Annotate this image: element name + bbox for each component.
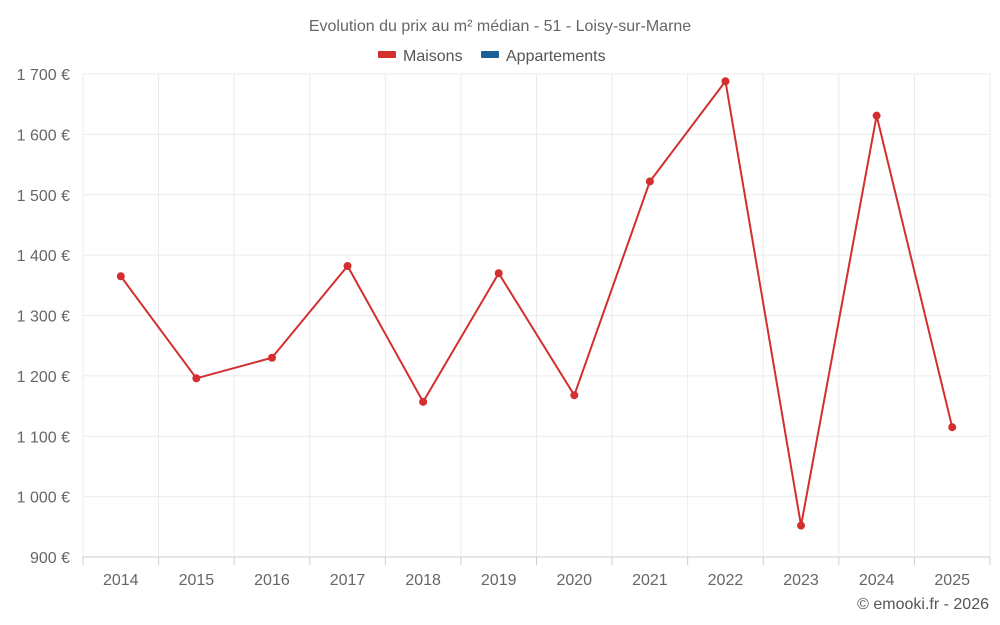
data-point[interactable] — [872, 111, 881, 120]
data-point[interactable] — [948, 423, 957, 432]
data-point[interactable] — [570, 391, 579, 400]
x-tick-label: 2016 — [254, 572, 290, 589]
legend: Maisons Appartements — [378, 48, 606, 65]
legend-swatch-appartements — [481, 51, 499, 58]
x-tick-label: 2018 — [405, 572, 441, 589]
y-tick-label: 1 400 € — [17, 248, 70, 265]
chart-title: Evolution du prix au m² médian - 51 - Lo… — [309, 18, 691, 35]
x-tick-label: 2023 — [783, 572, 819, 589]
data-point[interactable] — [116, 272, 125, 281]
data-point[interactable] — [797, 521, 806, 530]
y-tick-label: 1 500 € — [17, 188, 70, 205]
data-point[interactable] — [192, 374, 201, 383]
y-tick-label: 1 700 € — [17, 67, 70, 84]
legend-label-appartements: Appartements — [506, 48, 606, 65]
x-tick-label: 2024 — [859, 572, 895, 589]
x-tick-label: 2021 — [632, 572, 668, 589]
y-tick-label: 1 000 € — [17, 490, 70, 507]
grid — [82, 73, 991, 558]
x-tick-label: 2015 — [179, 572, 215, 589]
data-point[interactable] — [267, 353, 276, 362]
y-tick-label: 1 300 € — [17, 309, 70, 326]
y-axis: 900 € 1 000 € 1 100 € 1 200 € 1 300 € 1 400 €… — [17, 67, 70, 567]
y-tick-label: 1 100 € — [17, 429, 70, 446]
x-tick-label: 2017 — [330, 572, 366, 589]
y-tick-label: 900 € — [30, 550, 70, 567]
series-line — [119, 80, 954, 527]
credit-text: © emooki.fr - 2026 — [857, 596, 989, 613]
legend-item-maisons[interactable]: Maisons — [378, 48, 463, 65]
x-tick-label: 2014 — [103, 572, 139, 589]
series-maisons — [116, 77, 957, 530]
data-point[interactable] — [343, 261, 352, 270]
x-axis: 2014 2015 2016 2017 2018 2019 2020 2021 2022 2023… — [82, 557, 991, 589]
data-point[interactable] — [494, 269, 503, 278]
legend-label-maisons: Maisons — [403, 48, 463, 65]
data-point[interactable] — [645, 177, 654, 186]
x-tick-label: 2020 — [556, 572, 592, 589]
legend-swatch-maisons — [378, 51, 396, 58]
y-tick-label: 1 600 € — [17, 127, 70, 144]
legend-item-appartements[interactable]: Appartements — [481, 48, 606, 65]
x-tick-label: 2022 — [708, 572, 744, 589]
data-point[interactable] — [721, 77, 730, 86]
x-tick-label: 2025 — [934, 572, 970, 589]
x-tick-label: 2019 — [481, 572, 517, 589]
data-point[interactable] — [419, 397, 428, 406]
y-tick-label: 1 200 € — [17, 369, 70, 386]
